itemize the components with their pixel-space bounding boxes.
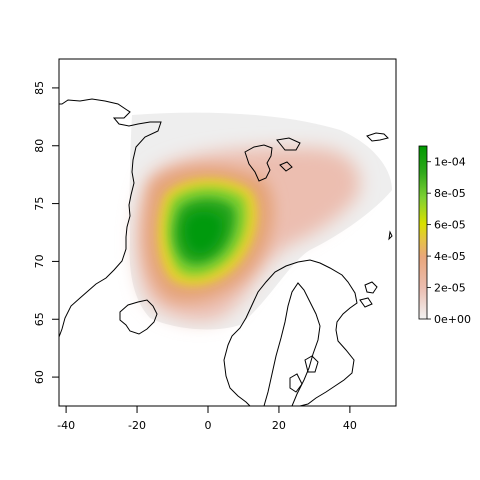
coastlines xyxy=(59,98,393,406)
colorbar-ticks: 0e+00 2e-05 4e-05 6e-05 8e-05 1e-04 xyxy=(427,156,471,326)
x-tick-label: -40 xyxy=(57,419,75,432)
finland-coast xyxy=(289,355,319,393)
colorbar-tick-label: 6e-05 xyxy=(434,219,466,232)
x-tick-label: 40 xyxy=(343,419,357,432)
colorbar-tick-label: 8e-05 xyxy=(434,187,466,200)
scandinavia-coast xyxy=(223,259,358,406)
x-axis: -40 -20 0 20 40 xyxy=(57,405,357,432)
y-tick-label: 85 xyxy=(33,81,46,95)
svalbard-coast xyxy=(244,137,301,182)
small-island-coast xyxy=(388,230,393,241)
colorbar-tick-label: 4e-05 xyxy=(434,250,466,263)
colorbar-legend: 0e+00 2e-05 4e-05 6e-05 8e-05 1e-04 xyxy=(418,145,471,326)
x-tick-label: 0 xyxy=(204,419,211,432)
colorbar xyxy=(418,145,428,320)
y-axis: 60 65 70 75 80 85 xyxy=(33,81,60,384)
y-tick-label: 80 xyxy=(33,139,46,153)
x-tick-label: -20 xyxy=(128,419,146,432)
x-tick-label: 20 xyxy=(272,419,286,432)
y-tick-label: 70 xyxy=(33,254,46,268)
y-tick-label: 65 xyxy=(33,312,46,326)
colorbar-tick-label: 2e-05 xyxy=(434,282,466,295)
density-peak-core xyxy=(184,211,223,254)
iceland-coast xyxy=(119,299,158,335)
greenland-coast xyxy=(59,98,162,338)
plot-area xyxy=(59,98,393,406)
franz-josef-land-coast xyxy=(366,132,389,142)
y-tick-label: 60 xyxy=(33,370,46,384)
colorbar-tick-label: 1e-04 xyxy=(434,156,466,169)
colorbar-tick-label: 0e+00 xyxy=(434,313,471,326)
kola-coast xyxy=(359,281,378,308)
y-tick-label: 75 xyxy=(33,197,46,211)
